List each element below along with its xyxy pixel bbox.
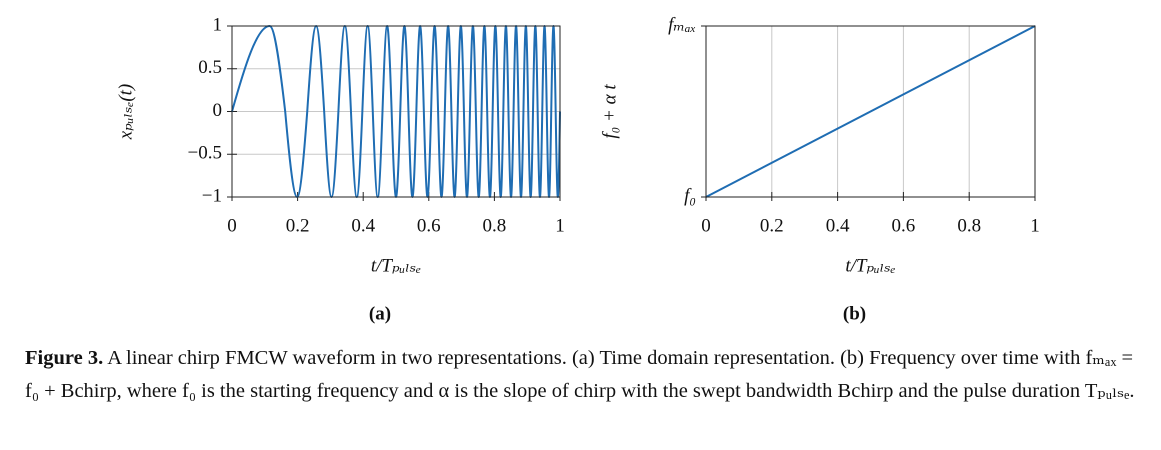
panel-label: (b) (843, 303, 866, 324)
x-tick-label: 0.4 (826, 215, 850, 236)
y-tick-label: 0.5 (198, 57, 222, 78)
y-tick-label: fₘₐₓ (668, 14, 696, 35)
y-tick-label: f₀ (684, 185, 696, 206)
y-axis-label: xₚᵤₗₛₑ(t) (115, 84, 136, 141)
x-tick-label: 0.2 (286, 215, 310, 236)
plot-frame (705, 25, 1036, 198)
caption-text: A linear chirp FMCW waveform in two repr… (25, 347, 1135, 402)
x-tick-label: 0.4 (351, 215, 375, 236)
y-tick-label: 1 (213, 14, 223, 35)
x-tick-label: 0.8 (957, 215, 981, 236)
plot-frame (231, 25, 561, 198)
x-tick-label: 0.2 (760, 215, 784, 236)
x-tick-label: 0.6 (417, 215, 441, 236)
y-axis-label: f₀ + α t (599, 84, 620, 139)
x-axis-label: t/Tₚᵤₗₛₑ (845, 255, 895, 276)
x-tick-label: 0.6 (892, 215, 916, 236)
y-tick-label: −0.5 (188, 143, 222, 164)
x-tick-label: 1 (555, 215, 565, 236)
panel-label: (a) (369, 303, 391, 324)
x-tick-label: 0 (227, 215, 237, 236)
series-line (231, 24, 561, 199)
x-tick-label: 0 (701, 215, 711, 236)
x-tick-label: 1 (1030, 215, 1040, 236)
y-tick-label: 0 (213, 100, 223, 121)
series-line (705, 25, 1036, 198)
x-tick-label: 0.8 (483, 215, 507, 236)
x-axis-label: t/Tₚᵤₗₛₑ (371, 255, 421, 276)
figure: 0 0.2 0.4 0.6 0.8 1 −1 −0.5 0 0.5 1 t/Tₚᵤₗₛₑ xₚᵤₗₛₑ(… (115, 14, 1040, 324)
caption-label: Figure 3. (25, 347, 104, 369)
y-tick-label: −1 (202, 185, 222, 206)
caption: Figure 3. A linear chirp FMCW waveform i… (25, 342, 1140, 408)
